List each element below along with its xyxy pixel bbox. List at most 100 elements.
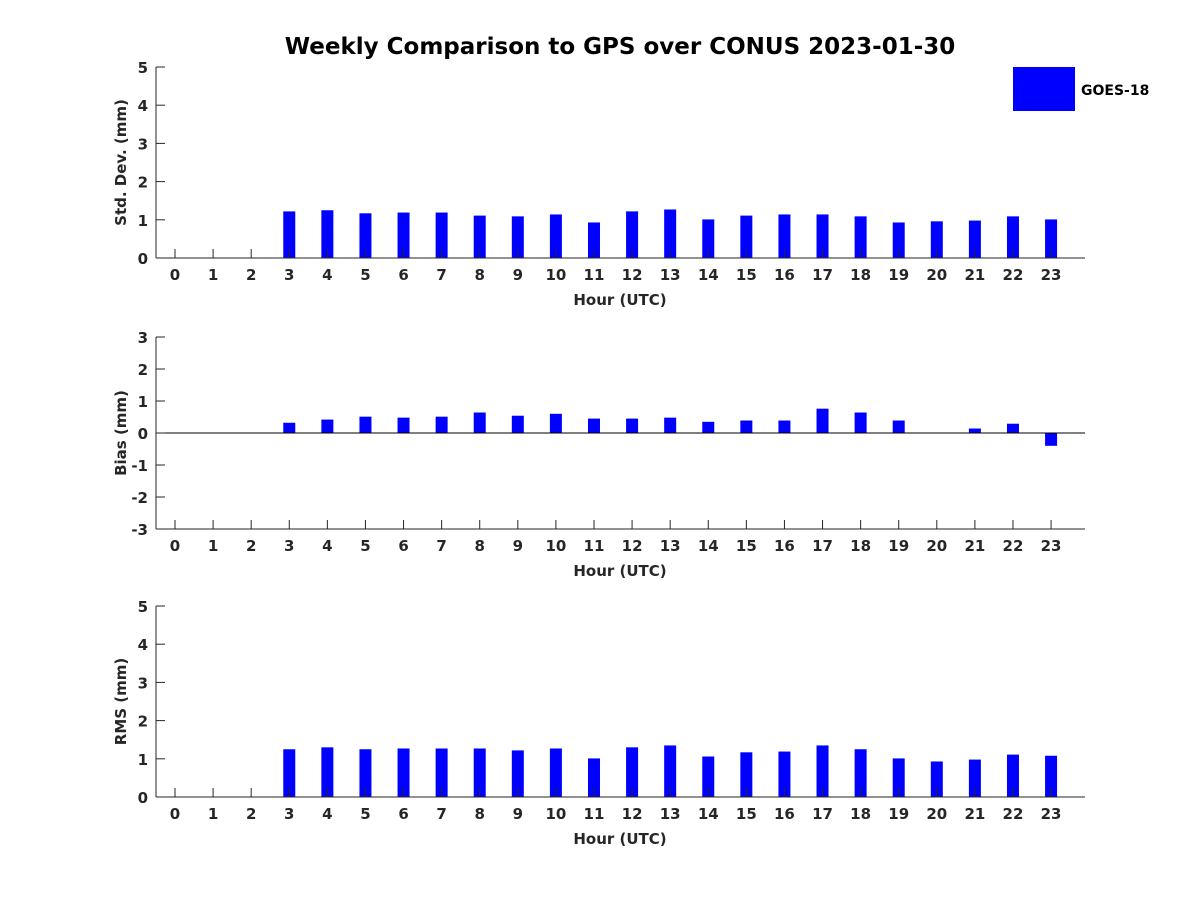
x-tick-label: 1 bbox=[208, 805, 218, 823]
x-tick-label: 7 bbox=[436, 805, 446, 823]
x-tick-label: 9 bbox=[513, 805, 523, 823]
bar-hour-20 bbox=[930, 761, 943, 797]
bar-hour-8 bbox=[473, 748, 486, 797]
bar-hour-5 bbox=[359, 416, 372, 433]
bar-hour-6 bbox=[397, 212, 410, 258]
bar-hour-3 bbox=[283, 422, 296, 433]
y-tick-label: 3 bbox=[138, 674, 148, 692]
x-tick-label: 11 bbox=[584, 266, 605, 284]
bar-hour-5 bbox=[359, 213, 372, 258]
bar-hour-22 bbox=[1006, 423, 1019, 433]
x-tick-label: 22 bbox=[1003, 266, 1024, 284]
bar-hour-11 bbox=[587, 222, 600, 258]
bar-hour-9 bbox=[511, 216, 524, 258]
x-tick-label: 15 bbox=[736, 805, 757, 823]
y-tick-label: 0 bbox=[138, 425, 148, 443]
y-axis-label: Std. Dev. (mm) bbox=[112, 99, 130, 226]
x-tick-label: 3 bbox=[284, 537, 294, 555]
bar-hour-10 bbox=[549, 214, 562, 258]
subplot-2: 0 1 2 3 4 5 6 7 8 9 10 11 12 13 14 15 16 17 18 19 20 21 22 23-3… bbox=[112, 329, 1085, 580]
y-tick-label: 0 bbox=[138, 789, 148, 807]
x-tick-label: 20 bbox=[926, 537, 947, 555]
x-tick-label: 19 bbox=[888, 805, 909, 823]
bar-hour-11 bbox=[587, 758, 600, 797]
bar-hour-16 bbox=[778, 214, 791, 258]
bar-hour-7 bbox=[435, 212, 448, 258]
y-tick-label: 2 bbox=[138, 713, 148, 731]
bar-hour-12 bbox=[626, 747, 639, 797]
x-axis-label: Hour (UTC) bbox=[573, 562, 666, 580]
x-tick-label: 4 bbox=[322, 266, 332, 284]
bar-hour-19 bbox=[892, 420, 905, 433]
x-tick-label: 15 bbox=[736, 537, 757, 555]
y-tick-label: 2 bbox=[138, 361, 148, 379]
x-tick-label: 3 bbox=[284, 266, 294, 284]
bar-hour-15 bbox=[740, 215, 753, 258]
bar-hour-18 bbox=[854, 216, 867, 258]
bar-hour-23 bbox=[1045, 433, 1058, 446]
x-tick-label: 13 bbox=[660, 266, 681, 284]
subplot-1: 0 1 2 3 4 5 6 7 8 9 10 11 12 13 14 15 16 17 18 19 20 21 22 2301… bbox=[112, 59, 1085, 309]
x-tick-label: 6 bbox=[398, 805, 408, 823]
x-tick-label: 20 bbox=[926, 805, 947, 823]
x-tick-label: 13 bbox=[660, 805, 681, 823]
bar-hour-15 bbox=[740, 420, 753, 433]
bar-hour-8 bbox=[473, 215, 486, 258]
y-tick-label: 4 bbox=[138, 636, 148, 654]
x-tick-label: 12 bbox=[622, 805, 643, 823]
x-tick-label: 23 bbox=[1041, 266, 1062, 284]
bar-hour-16 bbox=[778, 751, 791, 797]
bar-hour-21 bbox=[968, 428, 981, 433]
subplot-3: 0 1 2 3 4 5 6 7 8 9 10 11 12 13 14 15 16 17 18 19 20 21 22 2301… bbox=[112, 598, 1085, 848]
bar-hour-3 bbox=[283, 211, 296, 258]
y-tick-label: 3 bbox=[138, 135, 148, 153]
x-tick-label: 16 bbox=[774, 805, 795, 823]
bar-hour-21 bbox=[968, 220, 981, 258]
x-tick-label: 8 bbox=[475, 537, 485, 555]
x-tick-label: 6 bbox=[398, 537, 408, 555]
bar-hour-17 bbox=[816, 408, 829, 433]
x-tick-label: 5 bbox=[360, 537, 370, 555]
x-tick-label: 2 bbox=[246, 266, 256, 284]
legend-label-goes-18: GOES-18 bbox=[1081, 83, 1149, 99]
y-tick-label: 1 bbox=[138, 751, 148, 769]
x-tick-label: 22 bbox=[1003, 537, 1024, 555]
x-tick-label: 21 bbox=[964, 266, 985, 284]
x-tick-label: 7 bbox=[436, 266, 446, 284]
bar-hour-19 bbox=[892, 758, 905, 797]
x-tick-label: 10 bbox=[545, 805, 566, 823]
y-tick-label: 5 bbox=[138, 59, 148, 77]
x-tick-label: 1 bbox=[208, 266, 218, 284]
y-tick-label: 2 bbox=[138, 174, 148, 192]
x-tick-label: 0 bbox=[170, 805, 180, 823]
bar-hour-23 bbox=[1045, 755, 1058, 797]
x-tick-label: 11 bbox=[584, 537, 605, 555]
y-tick-label: -2 bbox=[131, 489, 148, 507]
x-tick-label: 15 bbox=[736, 266, 757, 284]
x-tick-label: 4 bbox=[322, 805, 332, 823]
bar-hour-20 bbox=[930, 221, 943, 258]
y-tick-label: -1 bbox=[131, 457, 148, 475]
x-tick-label: 2 bbox=[246, 537, 256, 555]
x-tick-label: 17 bbox=[812, 266, 833, 284]
x-tick-label: 17 bbox=[812, 805, 833, 823]
x-tick-label: 21 bbox=[964, 805, 985, 823]
x-tick-label: 19 bbox=[888, 266, 909, 284]
x-tick-label: 12 bbox=[622, 537, 643, 555]
x-tick-label: 14 bbox=[698, 266, 719, 284]
x-tick-label: 10 bbox=[545, 266, 566, 284]
x-tick-label: 4 bbox=[322, 537, 332, 555]
y-tick-label: 0 bbox=[138, 250, 148, 268]
x-tick-label: 2 bbox=[246, 805, 256, 823]
x-tick-label: 8 bbox=[475, 805, 485, 823]
bar-hour-19 bbox=[892, 222, 905, 258]
bar-hour-7 bbox=[435, 416, 448, 433]
bar-hour-14 bbox=[702, 219, 715, 258]
bar-hour-12 bbox=[626, 418, 639, 433]
x-tick-label: 9 bbox=[513, 266, 523, 284]
y-tick-label: 1 bbox=[138, 212, 148, 230]
bar-hour-18 bbox=[854, 749, 867, 797]
x-axis-label: Hour (UTC) bbox=[573, 830, 666, 848]
bar-hour-21 bbox=[968, 759, 981, 797]
x-tick-label: 14 bbox=[698, 805, 719, 823]
